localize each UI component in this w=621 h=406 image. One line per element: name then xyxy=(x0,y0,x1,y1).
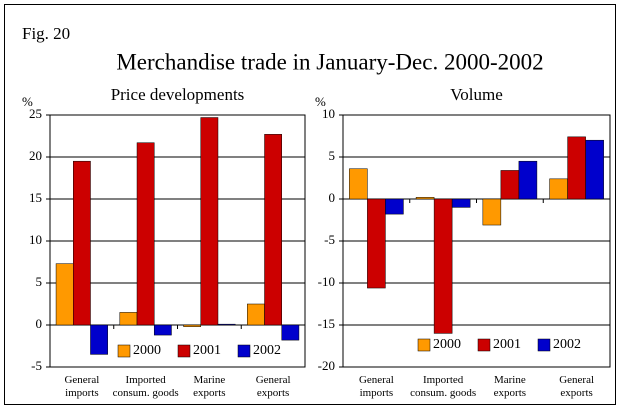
x-tick-label: Marine exports xyxy=(493,374,527,399)
subtitle: Volume xyxy=(450,85,503,104)
frame xyxy=(4,4,616,405)
x-tick-label: Marine exports xyxy=(193,374,226,399)
x-tick-label: Imported consum. goods xyxy=(410,374,477,399)
legend-swatch xyxy=(537,338,551,352)
y-tick-label: 15 xyxy=(29,190,42,205)
x-tick-label: General imports xyxy=(64,374,100,399)
legend-label: 2001 xyxy=(193,343,221,358)
legend-swatch xyxy=(417,338,431,352)
y-tick-label: 0 xyxy=(329,190,336,205)
y-tick-label: 20 xyxy=(29,148,42,163)
bar xyxy=(451,198,471,208)
y-axis-label: % xyxy=(315,94,326,109)
bar xyxy=(183,324,202,327)
legend-box xyxy=(414,336,600,354)
y-axis-label: % xyxy=(22,94,33,109)
y-tick-label: 0 xyxy=(36,316,43,331)
bar xyxy=(433,198,453,334)
bar xyxy=(90,324,108,355)
y-tick-label: -20 xyxy=(318,358,335,373)
bar xyxy=(73,160,91,326)
bar xyxy=(518,160,538,200)
x-tick-label: General exports xyxy=(255,374,291,399)
y-tick-label: 10 xyxy=(322,106,335,121)
legend-swatch xyxy=(237,344,251,358)
plot-frame xyxy=(49,114,306,368)
legend-label: 2002 xyxy=(553,337,581,352)
bar xyxy=(482,198,502,226)
y-tick-label: -10 xyxy=(318,274,335,289)
y-tick-label: -15 xyxy=(318,316,335,331)
y-tick-label: -5 xyxy=(324,232,335,247)
bar xyxy=(247,303,265,326)
figure-label: Fig. 20 xyxy=(22,24,70,43)
bar xyxy=(55,263,74,326)
bar xyxy=(264,134,282,326)
x-tick-label: General exports xyxy=(559,374,595,399)
bar xyxy=(200,117,219,326)
bar xyxy=(567,136,586,200)
bar xyxy=(385,198,404,215)
bar xyxy=(136,142,155,326)
legend-swatch xyxy=(117,344,131,358)
bar xyxy=(585,139,604,200)
y-tick-label: 10 xyxy=(29,232,42,247)
legend-swatch xyxy=(477,338,491,352)
legend-label: 2001 xyxy=(493,337,521,352)
bar xyxy=(153,324,172,336)
legend-label: 2000 xyxy=(433,337,461,352)
bar xyxy=(500,170,520,200)
plot-frame xyxy=(342,114,611,368)
legend-swatch xyxy=(177,344,191,358)
y-tick-label: -5 xyxy=(31,358,42,373)
bar xyxy=(281,324,300,341)
chart-title: Merchandise trade in January-Dec. 2000-2… xyxy=(116,49,543,74)
x-tick-label: Imported consum. goods xyxy=(112,374,179,399)
subtitle: Price developments xyxy=(111,85,245,104)
y-tick-label: 25 xyxy=(29,106,42,121)
bar xyxy=(217,323,236,326)
bar xyxy=(415,197,435,200)
bar xyxy=(119,312,138,326)
bar xyxy=(349,168,368,200)
y-tick-label: 5 xyxy=(329,148,336,163)
legend-label: 2002 xyxy=(253,343,281,358)
legend-box xyxy=(114,342,300,360)
legend-label: 2000 xyxy=(133,343,161,358)
x-tick-label: General imports xyxy=(358,374,394,399)
bar xyxy=(549,178,568,200)
y-tick-label: 5 xyxy=(36,274,43,289)
bar xyxy=(367,198,386,289)
